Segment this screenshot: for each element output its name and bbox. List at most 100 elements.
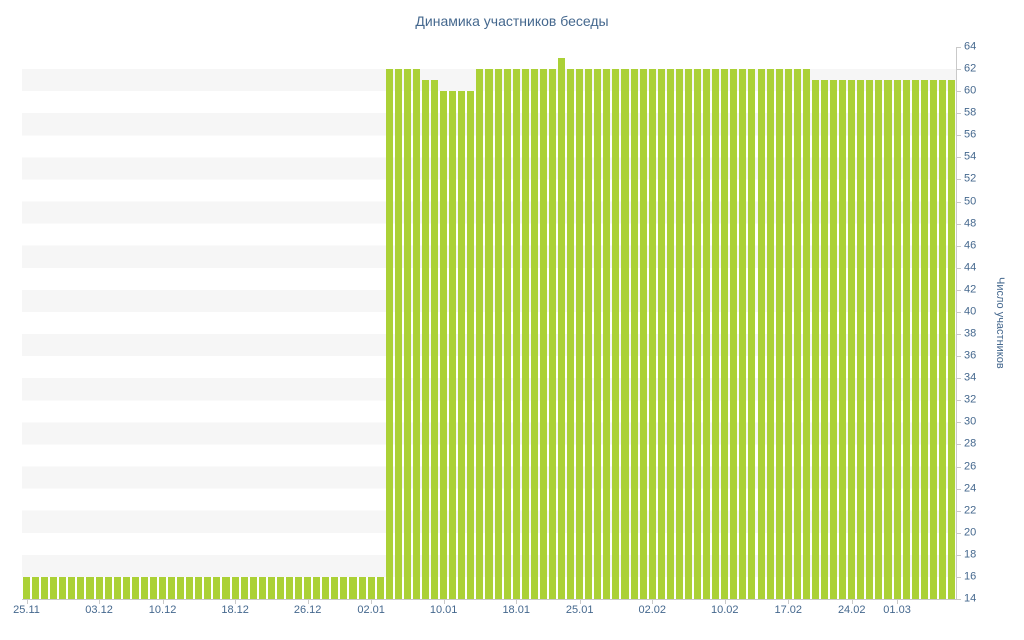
bar <box>295 576 303 599</box>
y-tick-mark <box>957 444 961 446</box>
y-tick-mark <box>957 245 961 247</box>
y-tick-label: 46 <box>964 239 977 252</box>
y-tick-mark <box>957 223 961 225</box>
y-tick-label: 16 <box>964 570 977 583</box>
bar <box>249 576 257 599</box>
y-tick-mark <box>957 422 961 424</box>
bar <box>784 69 792 599</box>
y-tick-mark <box>957 91 961 93</box>
bar <box>177 576 185 599</box>
bar <box>911 80 919 599</box>
bar <box>848 80 856 599</box>
bar <box>802 69 810 599</box>
x-tick-label: 10.01 <box>429 604 458 616</box>
bar <box>95 576 103 599</box>
bar <box>893 80 901 599</box>
x-tick-label: 25.11 <box>13 604 40 616</box>
bar <box>694 69 702 599</box>
y-tick-label: 26 <box>964 460 977 473</box>
bar <box>548 69 556 599</box>
x-tick-mark <box>26 600 28 604</box>
x-tick-mark <box>652 600 654 604</box>
bar <box>567 69 575 599</box>
bar <box>576 69 584 599</box>
bar <box>113 576 121 599</box>
y-tick-label: 52 <box>964 172 977 185</box>
bar <box>902 80 910 599</box>
y-tick-label: 38 <box>964 327 977 340</box>
bar <box>449 91 457 599</box>
bar <box>947 80 955 599</box>
bar <box>204 576 212 599</box>
bar <box>539 69 547 599</box>
bar <box>240 576 248 599</box>
y-tick-mark <box>957 466 961 468</box>
bar <box>766 69 774 599</box>
bar <box>839 80 847 599</box>
bar <box>231 576 239 599</box>
bar <box>222 576 230 599</box>
bar <box>440 91 448 599</box>
y-tick-mark <box>957 599 961 600</box>
bar <box>122 576 130 599</box>
bar <box>657 69 665 599</box>
y-tick-mark <box>957 488 961 490</box>
bars-layer <box>22 47 956 599</box>
y-tick-mark <box>957 179 961 181</box>
bar <box>820 80 829 599</box>
x-tick-mark <box>516 600 518 604</box>
y-axis-labels: 14 16 18 20 22 24 26 28 30 32 34 36 38 40 42 44 46 48 50 52… <box>964 41 992 604</box>
y-tick-label: 20 <box>964 526 977 539</box>
bar <box>775 69 783 599</box>
x-tick-mark <box>579 600 581 604</box>
x-tick-mark <box>443 600 445 604</box>
bar <box>721 69 729 599</box>
plot-area <box>22 47 957 600</box>
bar <box>403 69 411 599</box>
bar <box>648 69 656 599</box>
bar <box>811 80 819 599</box>
bar <box>258 576 266 599</box>
y-tick-mark <box>957 267 961 269</box>
bar <box>331 576 339 599</box>
bar <box>866 80 874 599</box>
bar <box>612 69 620 599</box>
y-tick-mark <box>957 135 961 137</box>
y-tick-label: 54 <box>964 150 977 163</box>
y-tick-mark <box>957 69 961 71</box>
y-tick-label: 56 <box>964 128 977 141</box>
y-tick-label: 40 <box>964 305 977 318</box>
y-tick-label: 64 <box>964 40 977 53</box>
bar <box>793 69 801 599</box>
bar <box>394 69 402 599</box>
bar <box>77 576 85 599</box>
bar <box>195 576 203 599</box>
bar <box>857 80 865 599</box>
y-axis-title: Число участников <box>994 277 1006 369</box>
y-tick-label: 42 <box>964 283 977 296</box>
bar <box>159 576 167 599</box>
y-tick-mark <box>957 510 961 512</box>
bar <box>376 576 384 599</box>
x-tick-mark <box>162 600 164 604</box>
bar <box>140 576 148 599</box>
bar <box>59 576 67 599</box>
y-tick-mark <box>957 157 961 159</box>
bar <box>412 69 420 599</box>
bar <box>104 576 112 599</box>
bar <box>431 80 439 599</box>
bar <box>712 69 720 599</box>
x-axis-ticks <box>22 600 956 605</box>
bar <box>558 58 566 599</box>
bar <box>512 69 520 599</box>
y-tick-mark <box>957 576 961 578</box>
bar <box>530 69 538 599</box>
bar <box>684 69 693 599</box>
bar <box>186 576 194 599</box>
x-tick-mark <box>897 600 899 604</box>
bar <box>884 80 892 599</box>
x-tick-label: 10.02 <box>711 604 739 616</box>
bar <box>68 576 76 599</box>
bar <box>458 91 466 599</box>
